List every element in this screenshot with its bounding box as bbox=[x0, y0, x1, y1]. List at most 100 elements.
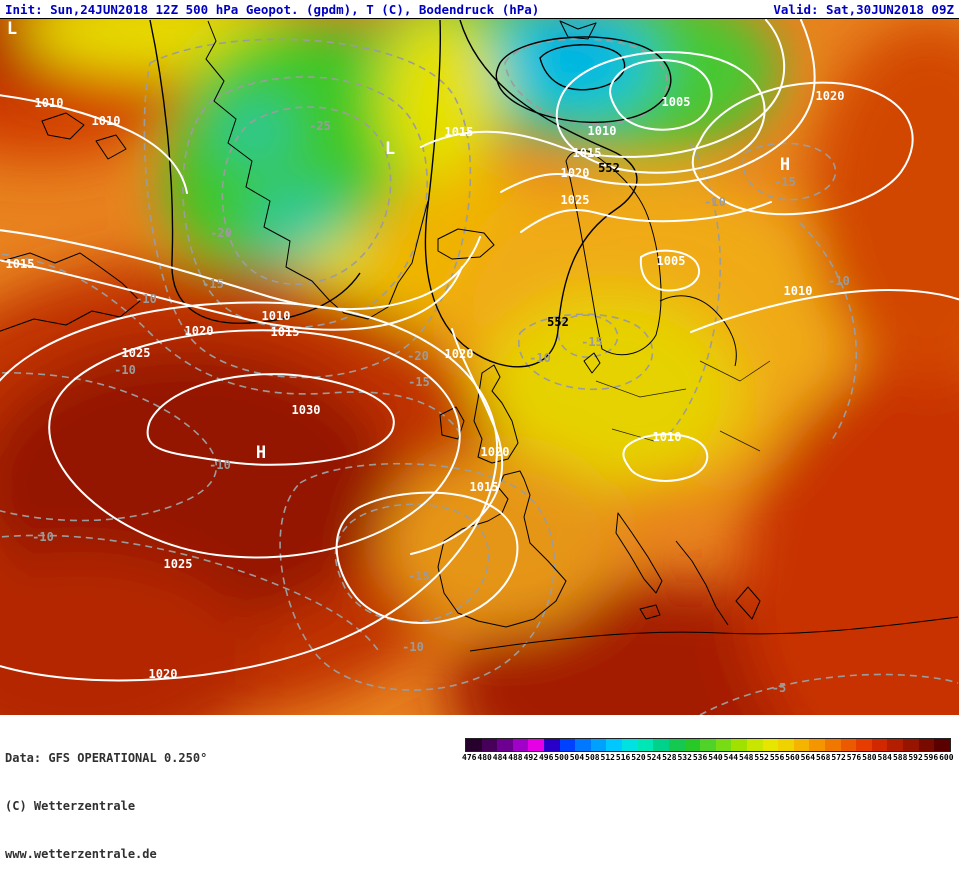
colorbar-tick-label: 592 bbox=[908, 753, 923, 762]
website-label: www.wetterzentrale.de bbox=[5, 847, 157, 861]
isobar-label: 1010 bbox=[653, 430, 682, 444]
temperature-field bbox=[0, 19, 959, 716]
colorbar-tick-label: 524 bbox=[646, 753, 662, 762]
colorbar-segment bbox=[559, 739, 576, 751]
pressure-center: H bbox=[780, 155, 790, 175]
temperature-label: -10 bbox=[704, 195, 726, 209]
isobars bbox=[0, 19, 959, 682]
colorbar-segment bbox=[512, 739, 529, 751]
isobar-label: 1020 bbox=[561, 166, 590, 180]
colorbar-tick-label: 492 bbox=[523, 753, 539, 762]
temperature-label: -10 bbox=[828, 274, 850, 288]
colorbar-segment bbox=[840, 739, 857, 751]
colorbar-tick-label: 544 bbox=[723, 753, 739, 762]
isobar-label: 1020 bbox=[185, 324, 214, 338]
pressure-center: H bbox=[256, 443, 266, 463]
colorbar-tick-label: 512 bbox=[600, 753, 615, 762]
credits: Data: GFS OPERATIONAL 0.250° (C) Wetterz… bbox=[5, 718, 207, 894]
colorbar-segment bbox=[590, 739, 607, 751]
colorbar-segment bbox=[497, 739, 513, 751]
colorbar-tick-label: 528 bbox=[662, 753, 677, 762]
colorbar-tick-label: 596 bbox=[923, 753, 939, 762]
colorbar-tick-label: 504 bbox=[569, 753, 585, 762]
map-area: 1010 1010 1015 1010 1015 1020 1025 1030 1025 1020… bbox=[0, 18, 959, 716]
colorbar-tick-label: 516 bbox=[615, 753, 631, 762]
temperature-label: -20 bbox=[210, 226, 232, 240]
temperature-label: -15 bbox=[581, 335, 603, 349]
isobar-label: 1020 bbox=[816, 89, 845, 103]
temperature-label: -25 bbox=[309, 119, 331, 133]
colorbar-segment bbox=[715, 739, 732, 751]
isobar-label: 1025 bbox=[164, 557, 193, 571]
isobar-label: 1020 bbox=[445, 347, 474, 361]
colorbar-tick-label: 548 bbox=[739, 753, 754, 762]
colorbar-tick-label: 480 bbox=[477, 753, 492, 762]
valid-label: Valid: Sat,30JUN2018 09Z bbox=[773, 1, 954, 17]
colorbar-segment bbox=[825, 739, 841, 751]
colorbar-tick-label: 564 bbox=[800, 753, 816, 762]
colorbar-segment bbox=[481, 739, 498, 751]
isobar-label: 1010 bbox=[92, 114, 121, 128]
colorbar-segment bbox=[871, 739, 888, 751]
temperature-label: -10 bbox=[135, 292, 157, 306]
colorbar-segment bbox=[778, 739, 794, 751]
colorbar-tick-label: 476 bbox=[462, 753, 477, 762]
temperature-label: -5 bbox=[772, 681, 786, 695]
colorbar-tick-label: 584 bbox=[877, 753, 892, 762]
temperature-label: -10 bbox=[402, 640, 424, 654]
colorbar-segment bbox=[668, 739, 685, 751]
colorbar-segment bbox=[887, 739, 904, 751]
pressure-center: L bbox=[7, 19, 17, 39]
isobar-label: 1025 bbox=[561, 193, 590, 207]
colorbar-segment bbox=[466, 739, 482, 751]
colorbar-segment bbox=[809, 739, 826, 751]
coastlines bbox=[0, 20, 959, 652]
weather-map: 1010 1010 1015 1010 1015 1020 1025 1030 1025 1020… bbox=[0, 19, 959, 716]
colorbar-tick-label: 488 bbox=[508, 753, 523, 762]
copyright-label: (C) Wetterzentrale bbox=[5, 799, 136, 813]
colorbar-segment bbox=[575, 739, 591, 751]
isobar-label: 1015 bbox=[445, 125, 474, 139]
colorbar-tick-label: 532 bbox=[677, 753, 692, 762]
temperature-label: -15 bbox=[202, 277, 224, 291]
temperature-label: -10 bbox=[209, 458, 231, 472]
colorbar-segment bbox=[622, 739, 638, 751]
init-label: Init: Sun,24JUN2018 12Z 500 hPa Geopot. … bbox=[5, 1, 540, 17]
colorbar-tick-label: 552 bbox=[754, 753, 769, 762]
colorbar-tick-label: 520 bbox=[631, 753, 646, 762]
colorbar-tick-label: 556 bbox=[769, 753, 785, 762]
colorbar-segment bbox=[856, 739, 872, 751]
colorbar-tick-label: 580 bbox=[862, 753, 877, 762]
temperature-label: -15 bbox=[774, 175, 796, 189]
isobar-label: 1020 bbox=[149, 667, 178, 681]
temperature-label: -10 bbox=[114, 363, 136, 377]
pressure-center: L bbox=[385, 139, 395, 159]
isobar-label: 1015 bbox=[470, 480, 499, 494]
colorbar-segment bbox=[700, 739, 716, 751]
colorbar-tick-label: 572 bbox=[831, 753, 846, 762]
colorbar-tick-label: 560 bbox=[785, 753, 800, 762]
colorbar-segment bbox=[637, 739, 654, 751]
temperature-label: -10 bbox=[32, 530, 54, 544]
colorbar-segment bbox=[684, 739, 701, 751]
isobar-label: 1025 bbox=[122, 346, 151, 360]
isobar-label: 1010 bbox=[784, 284, 813, 298]
colorbar-tick-label: 588 bbox=[892, 753, 908, 762]
isobar-label: 1005 bbox=[662, 95, 691, 109]
colorbar-tick-label: 536 bbox=[692, 753, 708, 762]
colorbar-segment bbox=[606, 739, 623, 751]
temperature-label: -20 bbox=[407, 349, 429, 363]
colorbar-tick-label: 500 bbox=[554, 753, 569, 762]
temperature-label: -15 bbox=[408, 375, 430, 389]
isobar-label: 1005 bbox=[657, 254, 686, 268]
geopotential-label: 552 bbox=[547, 315, 569, 329]
colorbar-segment bbox=[544, 739, 560, 751]
colorbar-segment bbox=[903, 739, 919, 751]
colorbar-tick-label: 484 bbox=[492, 753, 508, 762]
colorbar-segment bbox=[653, 739, 669, 751]
footer: Data: GFS OPERATIONAL 0.250° (C) Wetterz… bbox=[0, 715, 959, 861]
geopotential-label: 552 bbox=[598, 161, 620, 175]
temperature-contours bbox=[0, 38, 959, 716]
colorbar-tick-label: 568 bbox=[815, 753, 831, 762]
data-source-label: Data: GFS OPERATIONAL 0.250° bbox=[5, 751, 208, 765]
